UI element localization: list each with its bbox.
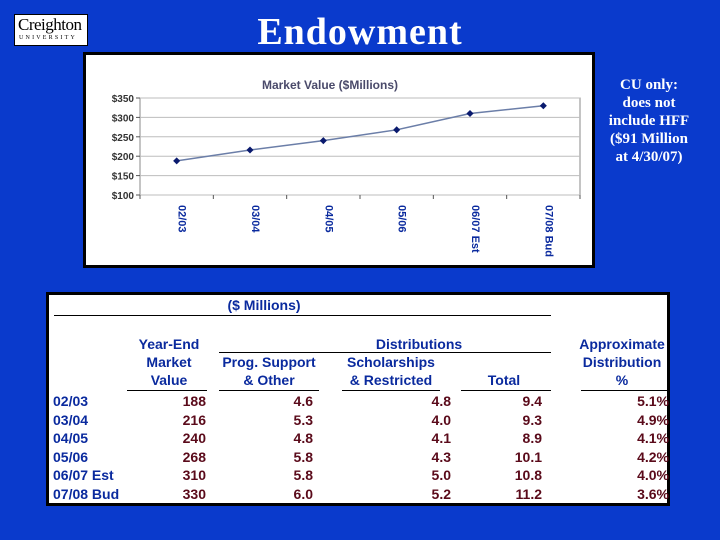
row-total: 9.4	[522, 393, 542, 409]
header-approx: Approximate	[579, 336, 665, 352]
x-tick-label: 07/08 Bud	[542, 205, 554, 257]
row-distribution-pct: 4.9%	[637, 411, 669, 428]
row-year: 03/04	[53, 411, 89, 428]
data-point	[466, 109, 474, 118]
row-scholarships: 4.8	[431, 393, 451, 409]
row-distribution-pct: 4.2%	[637, 448, 669, 465]
row-scholarships: 4.0	[431, 411, 451, 428]
row-market-value: 330	[182, 485, 206, 502]
data-point	[393, 126, 401, 134]
row-distribution-pct: 3.6%	[637, 485, 669, 502]
distributions-table: ($ Millions) Year-End Market Value Distribut…	[46, 292, 670, 506]
header-rule	[219, 390, 319, 391]
row-distribution-pct: 4.1%	[637, 430, 669, 446]
header-rule	[581, 390, 667, 391]
row-year: 06/07 Est	[53, 467, 114, 483]
creighton-logo: Creighton UNIVERSITY	[14, 14, 88, 46]
logo-subtitle: UNIVERSITY	[19, 35, 77, 41]
header-scholarships: & Restricted	[349, 372, 433, 388]
note-line: include HFF	[608, 113, 690, 129]
chart-svg: Market Value ($Millions) $100 $150 $200 $250…	[112, 78, 581, 257]
y-tick-label: $150	[112, 172, 135, 183]
y-tick-label: $300	[112, 113, 135, 124]
y-tick-label: $100	[112, 191, 135, 202]
y-tick-label: $350	[112, 94, 135, 105]
row-market-value: 216	[182, 411, 206, 428]
x-tick-label: 04/05	[322, 205, 334, 233]
market-value-chart: Market Value ($Millions) $100 $150 $200 $250…	[83, 52, 595, 268]
row-scholarships: 4.1	[431, 430, 451, 446]
row-prog-support: 5.8	[293, 467, 313, 483]
distributions-rule	[219, 352, 551, 353]
row-prog-support: 4.6	[293, 393, 313, 409]
row-distribution-pct: 5.1%	[637, 393, 669, 409]
row-market-value: 268	[182, 448, 206, 465]
header-total: Total	[487, 372, 521, 388]
row-total: 10.1	[514, 448, 542, 465]
header-scholarships: Scholarships	[347, 354, 435, 370]
series-line	[176, 105, 544, 162]
y-tick-label: $250	[112, 133, 135, 144]
header-approx: %	[615, 372, 629, 388]
header-year-end: Value	[150, 372, 188, 388]
row-year: 05/06	[53, 448, 89, 465]
side-note: CU only: does not include HFF ($91 Milli…	[594, 76, 704, 166]
data-point	[246, 146, 254, 154]
note-line: does not	[622, 95, 676, 111]
row-total: 9.3	[522, 411, 542, 428]
row-total: 8.9	[522, 430, 542, 446]
header-approx: Distribution	[582, 354, 662, 370]
row-prog-support: 6.0	[293, 485, 313, 502]
header-rule	[127, 390, 207, 391]
note-line: CU only:	[620, 77, 678, 93]
header-prog-support: Prog. Support	[222, 354, 316, 370]
header-distributions: Distributions	[375, 336, 463, 352]
row-scholarships: 5.2	[431, 485, 451, 502]
units-label: ($ Millions)	[227, 297, 301, 313]
plot-frame	[139, 97, 581, 196]
row-total: 11.2	[515, 485, 542, 502]
note-line: ($91 Million	[610, 131, 688, 147]
x-tick-label: 06/07 Est	[469, 205, 481, 253]
top-rule	[54, 315, 551, 316]
row-market-value: 188	[182, 393, 206, 409]
row-distribution-pct: 4.0%	[637, 467, 669, 483]
header-rule	[342, 390, 440, 391]
chart-title: Market Value ($Millions)	[262, 78, 398, 92]
row-market-value: 240	[182, 430, 206, 446]
row-market-value: 310	[182, 467, 206, 483]
row-prog-support: 4.8	[293, 430, 313, 446]
row-prog-support: 5.8	[293, 448, 313, 465]
note-line: at 4/30/07)	[615, 149, 683, 165]
x-tick-label: 05/06	[396, 205, 408, 233]
x-tick-label: 03/04	[249, 205, 261, 233]
data-point	[173, 157, 181, 165]
row-prog-support: 5.3	[293, 411, 313, 428]
header-year-end: Year-End	[138, 336, 200, 352]
row-year: 04/05	[53, 430, 89, 446]
x-tick-label: 02/03	[176, 205, 188, 233]
header-year-end: Market	[146, 354, 192, 370]
data-point	[319, 137, 327, 145]
row-year: 02/03	[53, 393, 89, 409]
header-prog-support: & Other	[243, 372, 295, 388]
page-title: Endowment	[257, 11, 463, 53]
row-year: 07/08 Bud	[53, 485, 120, 502]
row-total: 10.8	[514, 467, 542, 483]
data-point	[539, 102, 547, 110]
y-tick-label: $200	[112, 152, 135, 163]
header-rule	[461, 390, 551, 391]
row-scholarships: 5.0	[431, 467, 451, 483]
row-scholarships: 4.3	[431, 448, 451, 465]
logo-name: Creighton	[18, 15, 82, 34]
